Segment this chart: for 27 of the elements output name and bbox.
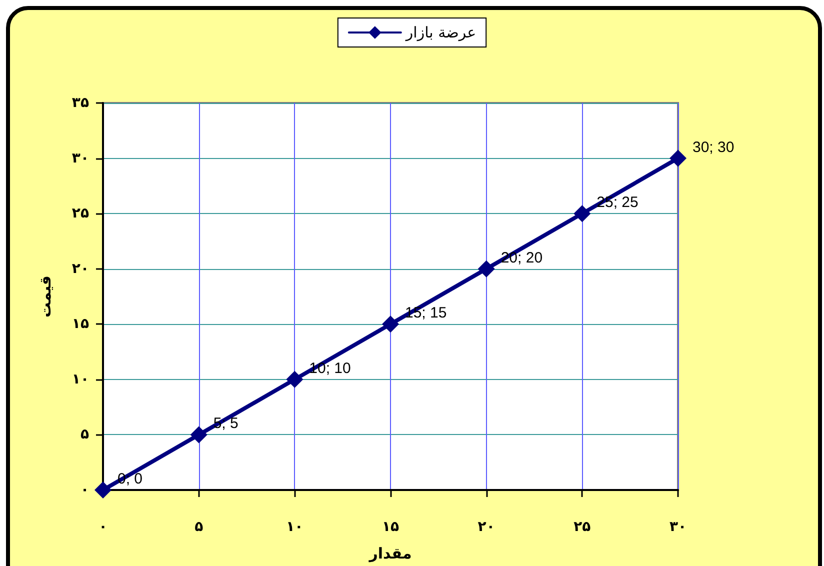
x-axis-title: مقدار	[368, 544, 412, 562]
data-label: 0; 0	[118, 470, 143, 488]
point	[382, 316, 399, 333]
point	[574, 205, 591, 222]
x-tick-label: ۱۰	[286, 519, 304, 535]
point	[94, 482, 112, 498]
x-tick-label: ۲۵	[574, 519, 592, 535]
x-tick-label: ۱۵	[382, 519, 400, 535]
point	[286, 370, 304, 388]
point	[670, 150, 686, 167]
y-tick-label: ۱۰	[72, 371, 89, 388]
point	[190, 426, 208, 444]
y-tick-label: ۱۵	[72, 316, 90, 332]
x-tick-label: ۰	[98, 519, 108, 535]
x-tick-label: ۳۰	[669, 519, 687, 535]
data-label: 30; 30	[692, 138, 734, 156]
x-tick-label: ۵	[194, 519, 204, 535]
point	[478, 260, 495, 278]
y-tick-label: ۳۰	[72, 150, 89, 166]
y-tick-label: ۵	[80, 426, 90, 443]
legend-label: عرضة بازار	[404, 24, 476, 42]
y-tick-label: ۲۰	[72, 260, 89, 277]
y-tick-label: ۰	[80, 482, 89, 498]
x-tick-label: ۲۰	[478, 519, 495, 535]
y-tick-label: ۲۵	[72, 206, 90, 222]
y-axis-title: قیمت	[36, 276, 54, 318]
y-tick-label: ۳۵	[72, 95, 90, 111]
